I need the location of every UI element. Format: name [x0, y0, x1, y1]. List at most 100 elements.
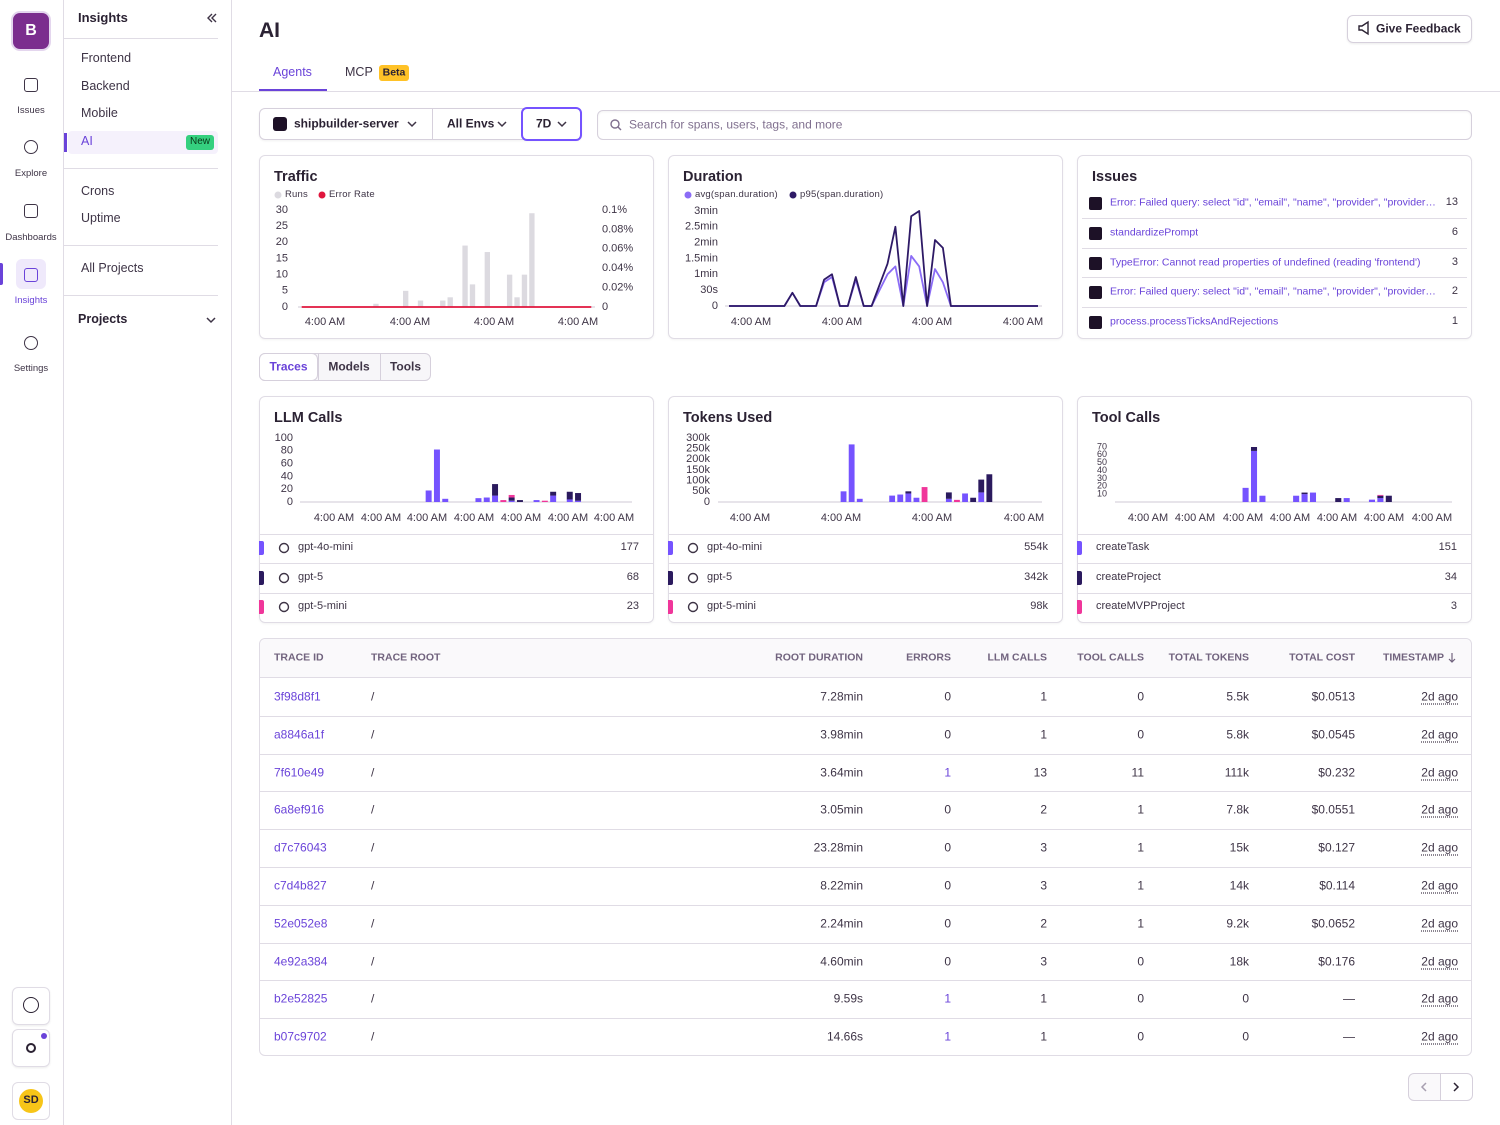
tab[interactable]: MCP [345, 65, 373, 80]
subtab[interactable]: Models [328, 359, 370, 374]
tab[interactable]: Agents [273, 65, 312, 80]
rail-icon[interactable] [24, 78, 38, 92]
notification-dot [41, 1033, 47, 1039]
period-select[interactable] [521, 107, 582, 141]
rail-label[interactable]: Explore [14, 168, 48, 180]
env-select[interactable]: All Envs [447, 116, 495, 131]
nav-divider [64, 168, 218, 169]
column-header[interactable]: TIMESTAMP [1382, 651, 1444, 664]
column-header[interactable]: TOTAL TOKENS [1168, 651, 1249, 664]
table-cell: 2d ago [1421, 765, 1458, 780]
trace-id-link[interactable]: d7c76043 [274, 840, 327, 855]
issue-icon [1089, 227, 1102, 240]
nav-item[interactable]: AI [81, 134, 93, 149]
table-cell: 2d ago [1421, 727, 1458, 742]
rail [0, 0, 64, 1125]
nav-active-bg [68, 131, 218, 154]
org-logo[interactable] [13, 13, 49, 49]
card-title: Duration [683, 168, 743, 185]
nav-item[interactable]: Crons [81, 184, 115, 199]
rail-icon[interactable] [24, 204, 38, 218]
badge-beta-text: Beta [382, 66, 406, 79]
rail-label[interactable]: Dashboards [5, 232, 57, 244]
legend-total: 151 [1438, 541, 1457, 554]
table-cell: 5.8k [1226, 727, 1249, 742]
subtab[interactable]: Traces [269, 359, 308, 374]
trace-id-link[interactable]: 6a8ef916 [274, 802, 325, 817]
issue-title[interactable]: standardizePrompt [1110, 226, 1199, 239]
rail-label[interactable]: Settings [13, 363, 49, 375]
table-cell: 0 [944, 954, 951, 969]
pagination-next[interactable] [1440, 1073, 1473, 1101]
broadcast-button[interactable] [12, 1029, 50, 1067]
nav-item[interactable]: Frontend [81, 51, 132, 66]
column-header[interactable]: ROOT DURATION [775, 651, 863, 664]
avatar-frame[interactable] [12, 1082, 50, 1120]
table-cell: 2d ago [1421, 991, 1458, 1006]
issue-title[interactable]: process.processTicksAndRejections [1110, 315, 1279, 328]
table-cell: 1 [1040, 1029, 1047, 1044]
legend-swatch [668, 571, 673, 585]
legend-total: 177 [620, 541, 639, 554]
table-cell: 23.28min [813, 840, 863, 855]
table-cell: 2d ago [1421, 1029, 1458, 1044]
table-cell: 4.60min [820, 954, 863, 969]
subtab[interactable]: Tools [389, 359, 422, 374]
legend-swatch [1077, 600, 1082, 614]
search-bar[interactable] [597, 110, 1472, 140]
trace-id-link[interactable]: 7f610e49 [274, 765, 325, 780]
issue-title[interactable]: Error: Failed query: select "id", "email… [1110, 196, 1436, 209]
table-cell: $0.232 [1318, 765, 1355, 780]
column-header[interactable]: TRACE ID [274, 651, 324, 664]
column-header[interactable]: ERRORS [906, 651, 951, 664]
trace-id-link[interactable]: c7d4b827 [274, 878, 327, 893]
project-select[interactable]: shipbuilder-server [294, 116, 399, 131]
trace-id-link[interactable]: 52e052e8 [274, 916, 328, 931]
issue-title[interactable]: Error: Failed query: select "id", "email… [1110, 285, 1436, 298]
trace-id-link[interactable]: b07c9702 [274, 1029, 327, 1044]
column-header[interactable]: TRACE ROOT [371, 651, 441, 664]
pagination-prev[interactable] [1408, 1073, 1441, 1101]
table-cell: 2.24min [820, 916, 863, 931]
legend-label: gpt-5-mini [298, 600, 347, 613]
trace-id-link[interactable]: b2e52825 [274, 991, 328, 1006]
table-cell: 1 [1040, 689, 1047, 704]
table-cell: 8.22min [820, 878, 863, 893]
table-cell: / [371, 727, 375, 742]
nav-item[interactable]: Uptime [81, 211, 121, 226]
table-cell: / [371, 954, 375, 969]
badge-new-text: New [189, 135, 211, 147]
table-cell: 3 [1040, 954, 1047, 969]
nav-item[interactable]: Mobile [81, 106, 118, 121]
table-cell: 1 [1040, 991, 1047, 1006]
column-header[interactable]: TOOL CALLS [1077, 651, 1144, 664]
table-cell: 15k [1229, 840, 1249, 855]
column-header[interactable]: LLM CALLS [987, 651, 1048, 664]
nav-divider [64, 295, 218, 296]
row-divider [260, 942, 1471, 944]
nav-item[interactable]: All Projects [81, 261, 144, 276]
table-cell: 0 [1242, 1029, 1249, 1044]
rail-label[interactable]: Insights [14, 295, 48, 307]
row-divider [260, 904, 1471, 906]
rail-icon[interactable] [24, 140, 38, 154]
nav-section[interactable]: Projects [78, 312, 128, 327]
legend-divider [669, 534, 1062, 535]
help-button[interactable] [12, 987, 50, 1025]
rail-icon[interactable] [24, 336, 38, 350]
trace-id-link[interactable]: a8846a1f [274, 727, 325, 742]
trace-id-link[interactable]: 3f98d8f1 [274, 689, 321, 704]
rail-label[interactable]: Issues [17, 105, 45, 117]
issue-title[interactable]: TypeError: Cannot read properties of und… [1110, 256, 1421, 269]
table-cell: 18k [1229, 954, 1249, 969]
tab-underline [259, 89, 327, 92]
table-cell: / [371, 802, 375, 817]
rail-icon[interactable] [24, 268, 38, 282]
trace-id-link[interactable]: 4e92a384 [274, 954, 328, 969]
table-cell: $0.0551 [1311, 802, 1355, 817]
table-cell: 5.5k [1226, 689, 1249, 704]
column-header[interactable]: TOTAL COST [1289, 651, 1355, 664]
feedback-button[interactable] [1347, 15, 1472, 43]
table-cell: / [371, 878, 375, 893]
nav-item[interactable]: Backend [81, 79, 130, 94]
